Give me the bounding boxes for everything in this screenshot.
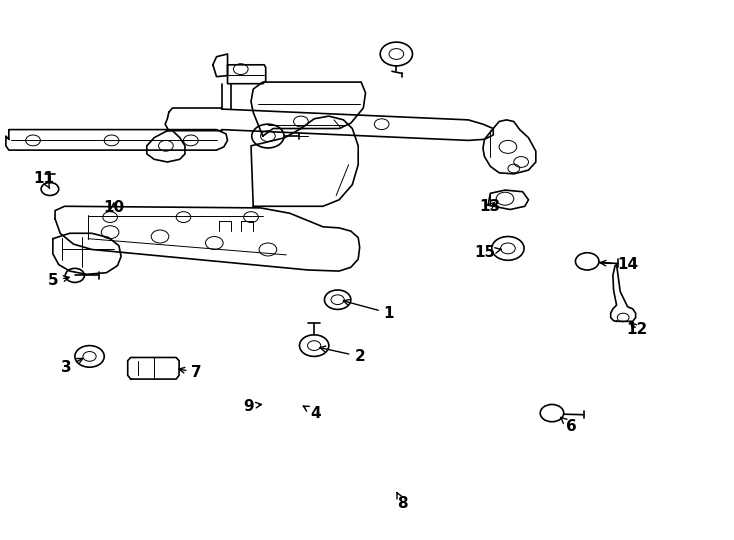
Text: 11: 11 <box>34 171 54 188</box>
Text: 14: 14 <box>600 257 638 272</box>
Text: 3: 3 <box>61 359 83 375</box>
Text: 15: 15 <box>474 245 501 260</box>
Text: 5: 5 <box>48 273 69 288</box>
Text: 8: 8 <box>397 492 407 511</box>
Text: 10: 10 <box>103 200 124 215</box>
Text: 4: 4 <box>303 406 321 421</box>
Text: 7: 7 <box>179 365 202 380</box>
Text: 1: 1 <box>344 300 394 321</box>
Text: 6: 6 <box>561 417 576 434</box>
Text: 2: 2 <box>320 346 365 364</box>
Text: 12: 12 <box>627 322 647 337</box>
Text: 13: 13 <box>480 199 501 214</box>
Text: 9: 9 <box>243 399 261 414</box>
